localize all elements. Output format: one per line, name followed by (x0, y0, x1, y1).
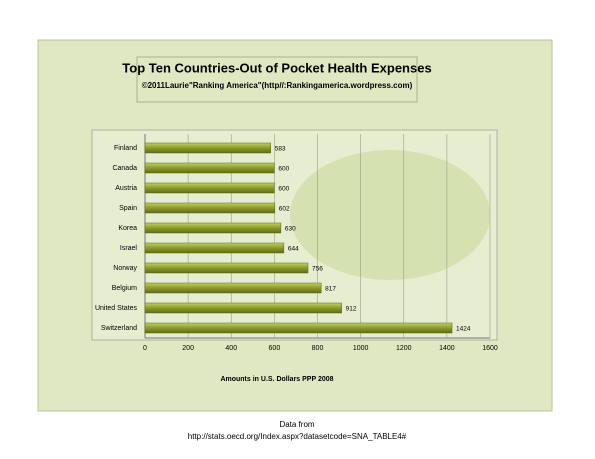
y-tick-label: Canada (112, 165, 137, 172)
x-axis-label: Amounts in U.S. Dollars PPP 2008 (220, 376, 333, 383)
y-tick-label: Korea (118, 225, 137, 232)
x-tick-label: 1000 (353, 345, 369, 352)
y-tick-label: Israel (120, 245, 138, 252)
title-box (136, 56, 418, 103)
x-tick-label: 1400 (439, 345, 455, 352)
y-tick-label: Switzerland (101, 325, 137, 332)
value-label: 756 (312, 266, 323, 273)
chart-title: Top Ten Countries-Out of Pocket Health E… (122, 60, 431, 75)
value-label: 600 (278, 186, 289, 193)
bar (144, 282, 322, 294)
y-tick-label: United States (95, 305, 138, 312)
x-tick-label: 400 (225, 345, 237, 352)
value-label: 630 (285, 226, 296, 233)
bar (144, 302, 342, 314)
value-label: 583 (275, 146, 286, 153)
watermark (290, 150, 490, 280)
bar (144, 202, 276, 214)
value-label: 912 (346, 306, 357, 313)
chart-subtitle: ©2011Laurie"Ranking America"(http//:Rank… (142, 81, 413, 90)
value-label: 644 (288, 246, 299, 253)
x-tick-label: 200 (182, 345, 194, 352)
value-label: 602 (279, 206, 290, 213)
source-note: http://stats.oecd.org/Index.aspx?dataset… (188, 432, 407, 441)
y-tick-label: Finland (114, 145, 137, 152)
x-tick-label: 1200 (396, 345, 412, 352)
bar (144, 182, 275, 194)
x-tick-label: 1600 (482, 345, 498, 352)
value-label: 817 (325, 286, 336, 293)
y-tick-label: Austria (115, 185, 137, 192)
bar (144, 322, 453, 334)
bar (144, 162, 275, 174)
bar (144, 242, 285, 254)
bar (144, 142, 271, 154)
y-tick-label: Belgium (112, 285, 137, 292)
bar (144, 222, 282, 234)
y-tick-label: Spain (119, 205, 137, 212)
x-tick-label: 600 (269, 345, 281, 352)
y-tick-label: Norway (113, 265, 137, 272)
x-tick-label: 0 (143, 345, 147, 352)
x-tick-label: 800 (312, 345, 324, 352)
source-note: Data from (279, 420, 314, 429)
value-label: 1424 (456, 326, 471, 333)
value-label: 600 (278, 166, 289, 173)
bar (144, 262, 309, 274)
